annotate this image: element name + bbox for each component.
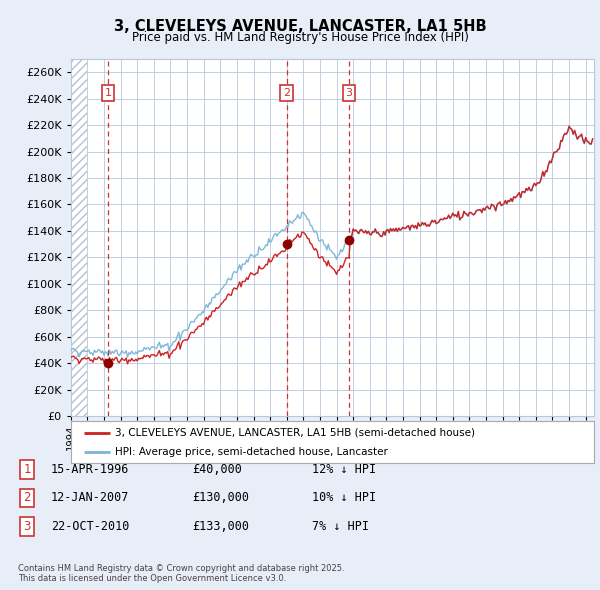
Text: 3, CLEVELEYS AVENUE, LANCASTER, LA1 5HB: 3, CLEVELEYS AVENUE, LANCASTER, LA1 5HB (113, 19, 487, 34)
Text: 3, CLEVELEYS AVENUE, LANCASTER, LA1 5HB (semi-detached house): 3, CLEVELEYS AVENUE, LANCASTER, LA1 5HB … (115, 428, 475, 438)
Text: 12% ↓ HPI: 12% ↓ HPI (312, 463, 376, 476)
Text: 1: 1 (23, 463, 31, 476)
Text: 12-JAN-2007: 12-JAN-2007 (51, 491, 130, 504)
Text: 2: 2 (23, 491, 31, 504)
Text: 1: 1 (104, 88, 112, 98)
Text: 15-APR-1996: 15-APR-1996 (51, 463, 130, 476)
Text: HPI: Average price, semi-detached house, Lancaster: HPI: Average price, semi-detached house,… (115, 447, 388, 457)
Text: Price paid vs. HM Land Registry's House Price Index (HPI): Price paid vs. HM Land Registry's House … (131, 31, 469, 44)
Text: 3: 3 (23, 520, 31, 533)
Text: 7% ↓ HPI: 7% ↓ HPI (312, 520, 369, 533)
Text: 10% ↓ HPI: 10% ↓ HPI (312, 491, 376, 504)
Text: £40,000: £40,000 (192, 463, 242, 476)
Text: Contains HM Land Registry data © Crown copyright and database right 2025.
This d: Contains HM Land Registry data © Crown c… (18, 563, 344, 583)
Text: 2: 2 (283, 88, 290, 98)
Text: 3: 3 (346, 88, 353, 98)
Text: £133,000: £133,000 (192, 520, 249, 533)
Text: 22-OCT-2010: 22-OCT-2010 (51, 520, 130, 533)
Text: £130,000: £130,000 (192, 491, 249, 504)
